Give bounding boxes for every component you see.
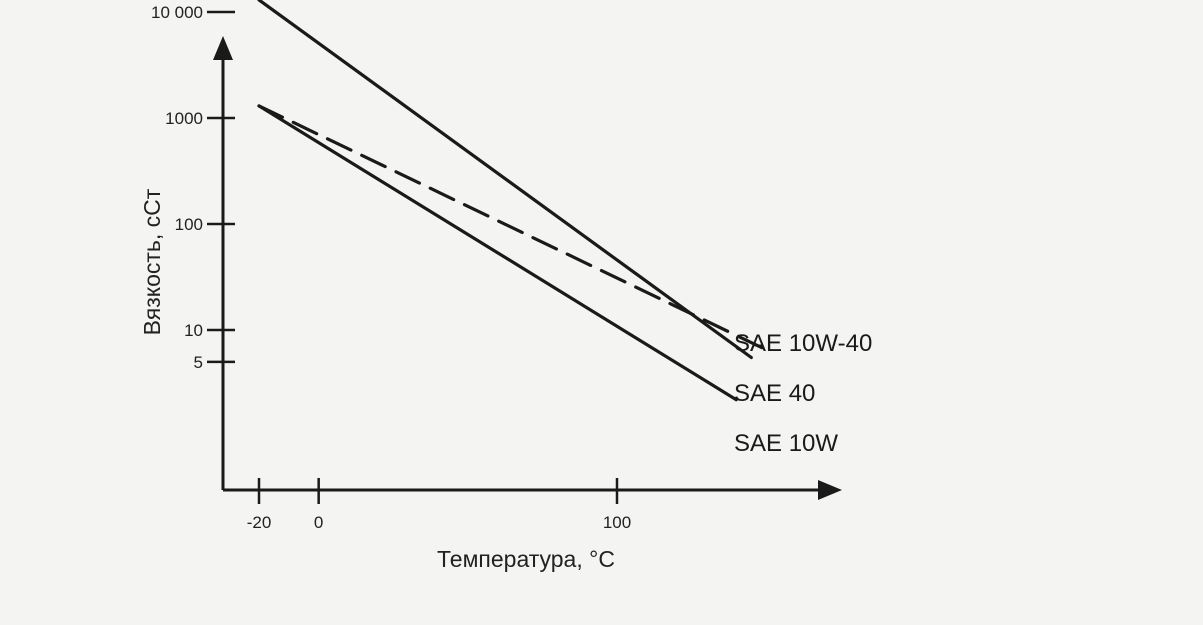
y-tick-label: 1000: [165, 109, 203, 128]
x-axis-title: Температура, °C: [437, 546, 615, 572]
y-tick-label: 100: [175, 215, 203, 234]
x-axis-ticks: -20 0 100: [247, 478, 631, 532]
series-labels: SAE 10W-40 SAE 40 SAE 10W: [734, 330, 872, 457]
x-tick-label: -20: [247, 513, 272, 532]
series-line-sae-10w-40: [257, 104, 768, 352]
series-line-sae-10w: [257, 104, 738, 402]
series-label: SAE 10W-40: [734, 330, 872, 357]
y-tick-label: 5: [194, 353, 203, 372]
series-lines: [257, 0, 768, 402]
x-tick-label: 0: [314, 513, 323, 532]
x-tick-label: 100: [603, 513, 631, 532]
y-axis-ticks: 10 000 1000 100 10 5: [151, 3, 235, 372]
x-axis-arrow: [818, 480, 842, 500]
y-axis-arrow: [213, 36, 233, 60]
y-axis-title: Вязкость, сСт: [139, 188, 165, 335]
series-label: SAE 40: [734, 380, 815, 407]
series-line-sae-40: [257, 0, 753, 360]
y-tick-label: 10: [184, 321, 203, 340]
y-tick-label: 10 000: [151, 3, 203, 22]
series-label: SAE 10W: [734, 430, 838, 457]
